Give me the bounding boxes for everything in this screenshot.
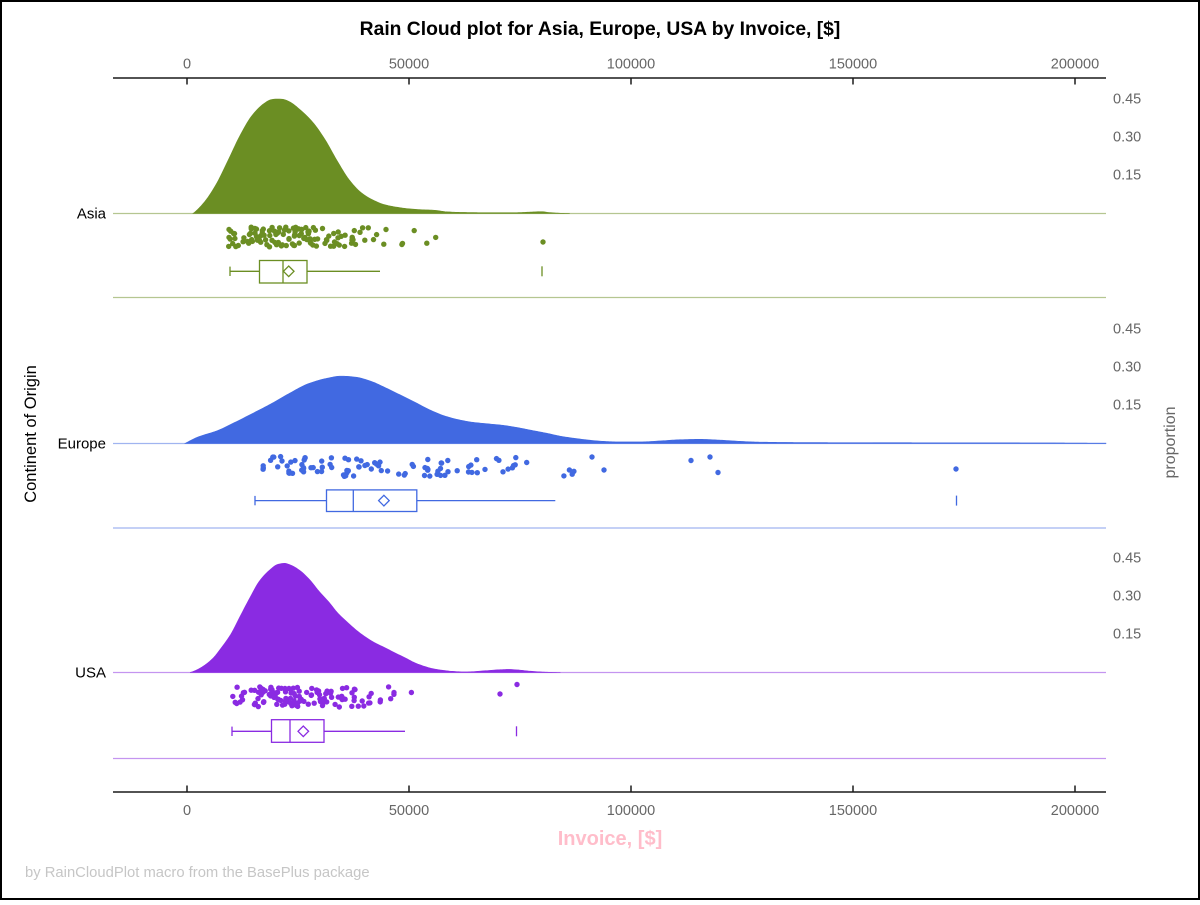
svg-text:Europe: Europe (58, 436, 106, 453)
svg-text:0.15: 0.15 (1113, 168, 1141, 184)
svg-text:150000: 150000 (829, 803, 877, 819)
svg-text:0.30: 0.30 (1113, 360, 1141, 376)
svg-text:0: 0 (183, 57, 191, 73)
svg-text:50000: 50000 (389, 57, 429, 73)
svg-text:proportion: proportion (1162, 406, 1179, 478)
svg-text:0.30: 0.30 (1113, 130, 1141, 146)
svg-text:200000: 200000 (1051, 57, 1099, 73)
svg-text:0.15: 0.15 (1113, 627, 1141, 643)
svg-text:Asia: Asia (77, 206, 107, 223)
svg-text:0.45: 0.45 (1113, 551, 1141, 567)
svg-text:by RainCloudPlot macro from th: by RainCloudPlot macro from the BasePlus… (25, 865, 370, 881)
svg-text:150000: 150000 (829, 57, 877, 73)
svg-text:100000: 100000 (607, 803, 655, 819)
svg-text:100000: 100000 (607, 57, 655, 73)
svg-text:50000: 50000 (389, 803, 429, 819)
svg-text:USA: USA (75, 665, 106, 682)
svg-text:0: 0 (183, 803, 191, 819)
svg-text:Invoice, [$]: Invoice, [$] (558, 828, 662, 850)
svg-text:Rain Cloud plot for Asia, Euro: Rain Cloud plot for Asia, Europe, USA by… (360, 19, 841, 40)
svg-text:0.45: 0.45 (1113, 322, 1141, 338)
svg-text:0.30: 0.30 (1113, 589, 1141, 605)
svg-text:0.15: 0.15 (1113, 398, 1141, 414)
svg-text:0.45: 0.45 (1113, 92, 1141, 108)
svg-text:Continent of Origin: Continent of Origin (22, 365, 40, 503)
svg-text:200000: 200000 (1051, 803, 1099, 819)
